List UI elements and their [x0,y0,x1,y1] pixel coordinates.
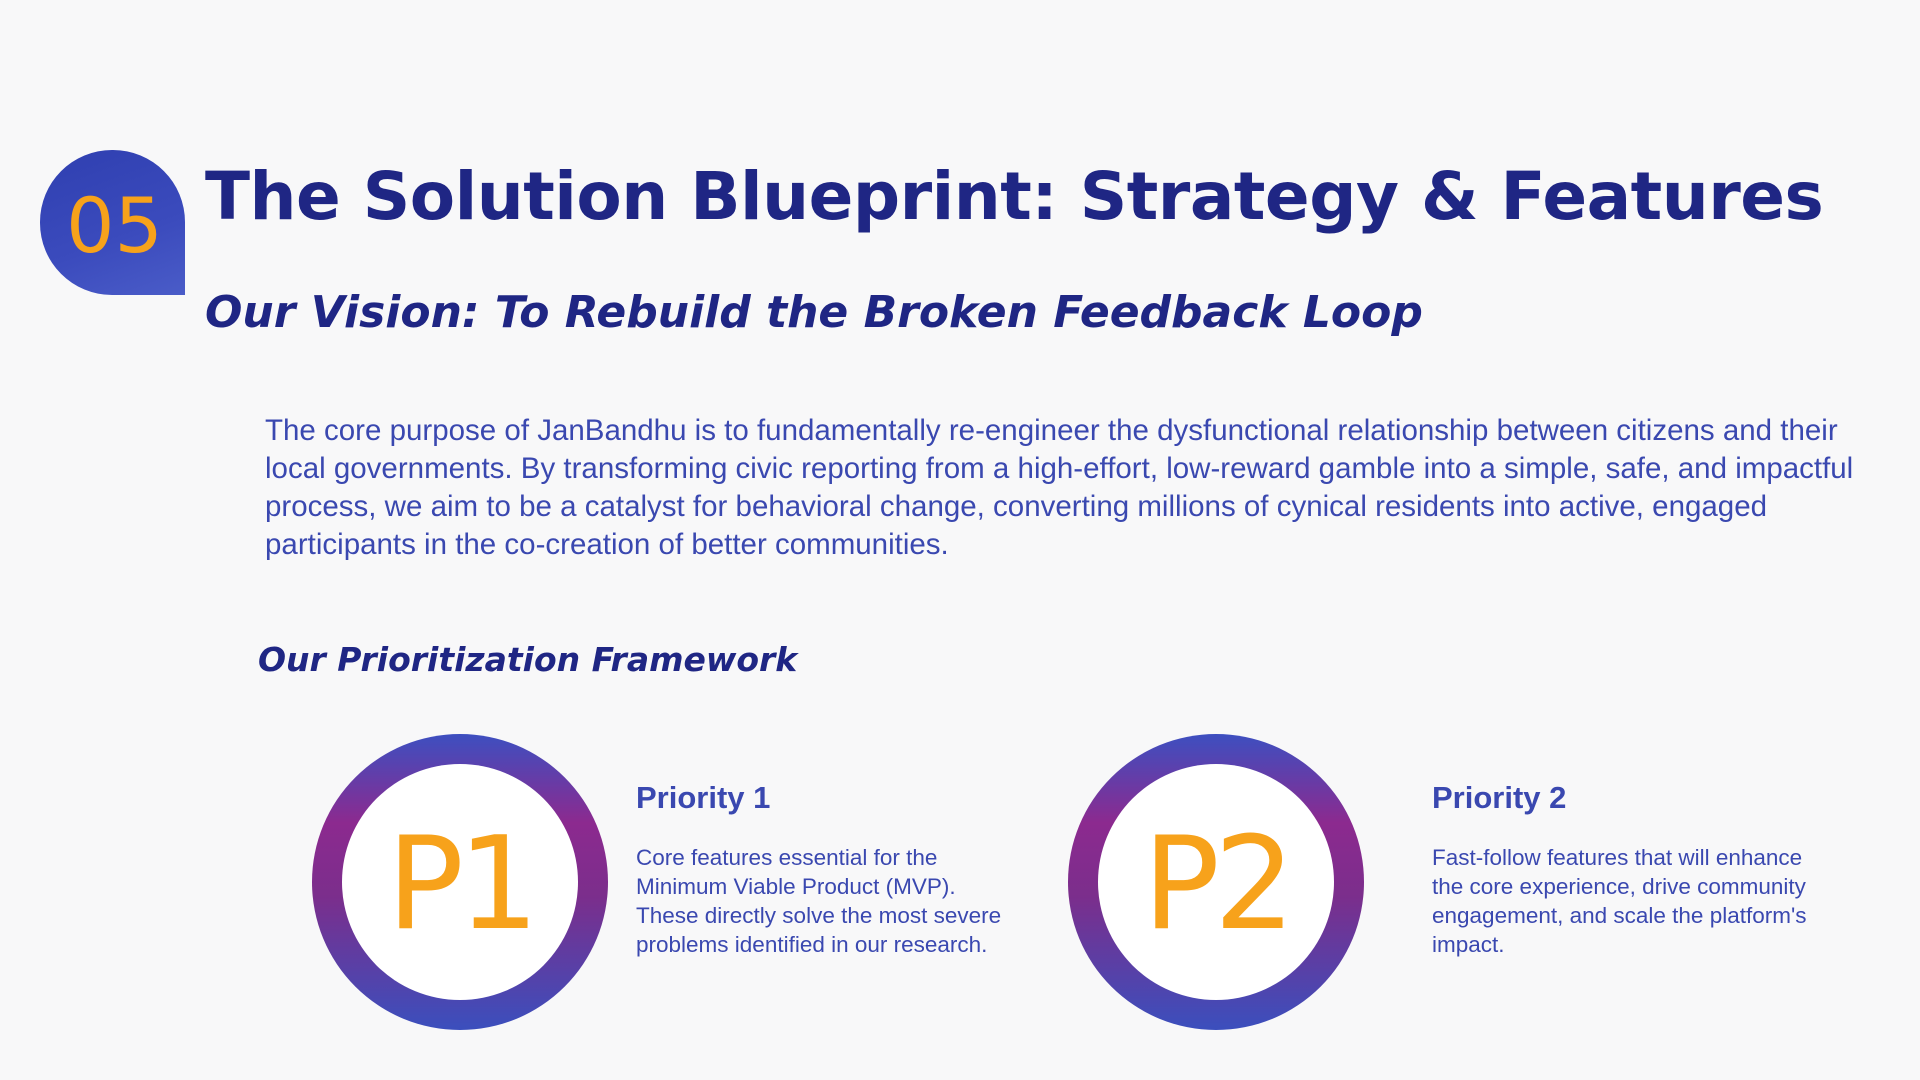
section-number-badge: 05 [40,150,185,295]
priority-2-title: Priority 2 [1432,780,1567,815]
vision-paragraph: The core purpose of JanBandhu is to fund… [265,414,1854,561]
priority-1-ring: P1 [312,734,608,1030]
vision-subtitle: Our Vision: To Rebuild the Broken Feedba… [205,287,1423,338]
priority-2-ring: P2 [1068,734,1364,1030]
page-title: The Solution Blueprint: Strategy & Featu… [205,158,1824,235]
priority-1-description: Core features essential for the Minimum … [636,845,1002,957]
framework-heading: Our Prioritization Framework [258,640,798,679]
priority-1-ring-inner: P1 [342,764,578,1000]
priority-2-ring-inner: P2 [1098,764,1334,1000]
priority-1-title: Priority 1 [636,780,771,815]
priority-2-badge-label: P2 [1142,809,1296,959]
priority-2-description: Fast-follow features that will enhance t… [1432,845,1807,957]
priority-1-badge-label: P1 [386,809,540,959]
section-number: 05 [66,181,163,270]
